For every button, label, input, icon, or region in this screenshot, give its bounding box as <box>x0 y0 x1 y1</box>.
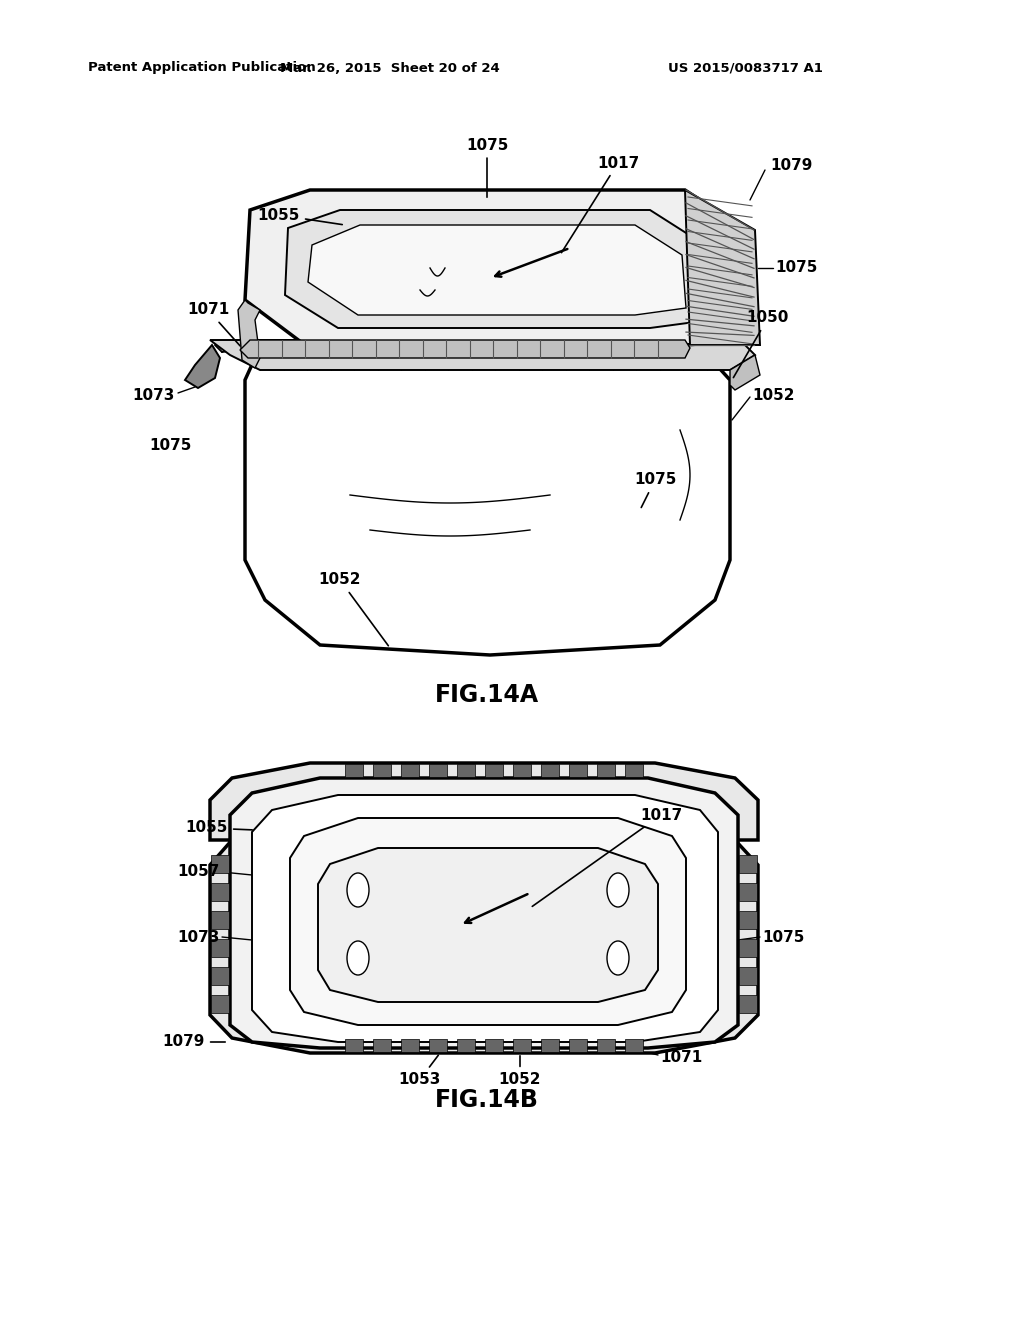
Ellipse shape <box>347 941 369 975</box>
Text: 1071: 1071 <box>186 302 241 346</box>
Text: FIG.14B: FIG.14B <box>435 1088 539 1111</box>
Polygon shape <box>240 341 690 358</box>
Bar <box>401 1039 419 1052</box>
Text: FIG.14A: FIG.14A <box>435 682 539 708</box>
Text: 1079: 1079 <box>770 157 812 173</box>
Text: 1052: 1052 <box>752 388 795 403</box>
Text: 1017: 1017 <box>532 808 682 907</box>
Polygon shape <box>730 355 760 389</box>
Ellipse shape <box>347 873 369 907</box>
Bar <box>457 1039 475 1052</box>
Bar <box>739 995 757 1012</box>
Bar <box>485 1039 503 1052</box>
Polygon shape <box>252 795 718 1041</box>
Bar <box>211 968 229 985</box>
Text: 1055: 1055 <box>258 207 342 224</box>
Polygon shape <box>210 341 755 370</box>
Bar <box>597 1039 615 1052</box>
Bar <box>457 764 475 777</box>
Bar <box>373 1039 391 1052</box>
Polygon shape <box>185 345 220 388</box>
Polygon shape <box>238 300 260 368</box>
Text: 1052: 1052 <box>318 573 388 645</box>
Ellipse shape <box>607 941 629 975</box>
Bar <box>373 764 391 777</box>
Bar <box>401 764 419 777</box>
Bar <box>739 855 757 873</box>
Polygon shape <box>308 224 686 315</box>
Bar <box>739 968 757 985</box>
Bar <box>541 764 559 777</box>
Bar <box>513 764 531 777</box>
Bar <box>513 1039 531 1052</box>
Bar <box>625 1039 643 1052</box>
Text: 1075: 1075 <box>150 437 193 453</box>
Text: US 2015/0083717 A1: US 2015/0083717 A1 <box>668 62 823 74</box>
Bar <box>211 911 229 929</box>
Polygon shape <box>685 190 760 345</box>
Bar <box>569 764 587 777</box>
Bar <box>739 911 757 929</box>
Text: 1073: 1073 <box>133 388 175 403</box>
Bar <box>211 855 229 873</box>
Bar <box>211 939 229 957</box>
Text: 1055: 1055 <box>185 821 252 836</box>
Text: Mar. 26, 2015  Sheet 20 of 24: Mar. 26, 2015 Sheet 20 of 24 <box>281 62 500 74</box>
Text: 1073: 1073 <box>177 929 220 945</box>
Text: 1017: 1017 <box>561 156 639 252</box>
Bar <box>429 764 447 777</box>
Text: 1075: 1075 <box>634 473 676 507</box>
Bar <box>429 1039 447 1052</box>
Text: 1050: 1050 <box>733 310 790 378</box>
Bar <box>345 764 362 777</box>
Polygon shape <box>290 818 686 1026</box>
Bar <box>485 764 503 777</box>
Bar <box>597 764 615 777</box>
Bar <box>211 995 229 1012</box>
Bar <box>739 883 757 902</box>
Text: 1057: 1057 <box>177 865 220 879</box>
Text: 1075: 1075 <box>466 137 508 197</box>
Bar <box>625 764 643 777</box>
Polygon shape <box>245 190 755 345</box>
Bar <box>739 939 757 957</box>
Text: 1075: 1075 <box>762 929 805 945</box>
Text: 1075: 1075 <box>775 260 817 276</box>
Polygon shape <box>245 358 730 655</box>
Bar <box>211 883 229 902</box>
Text: 1079: 1079 <box>163 1035 225 1049</box>
Bar <box>345 1039 362 1052</box>
Polygon shape <box>230 777 738 1048</box>
Bar <box>569 1039 587 1052</box>
Polygon shape <box>318 847 658 1002</box>
Ellipse shape <box>607 873 629 907</box>
Text: 1071: 1071 <box>660 1051 702 1065</box>
Polygon shape <box>210 763 758 1053</box>
Text: Patent Application Publication: Patent Application Publication <box>88 62 315 74</box>
Text: 1053: 1053 <box>398 1055 441 1086</box>
Polygon shape <box>285 210 710 327</box>
Text: 1052: 1052 <box>499 1056 542 1086</box>
Bar <box>541 1039 559 1052</box>
